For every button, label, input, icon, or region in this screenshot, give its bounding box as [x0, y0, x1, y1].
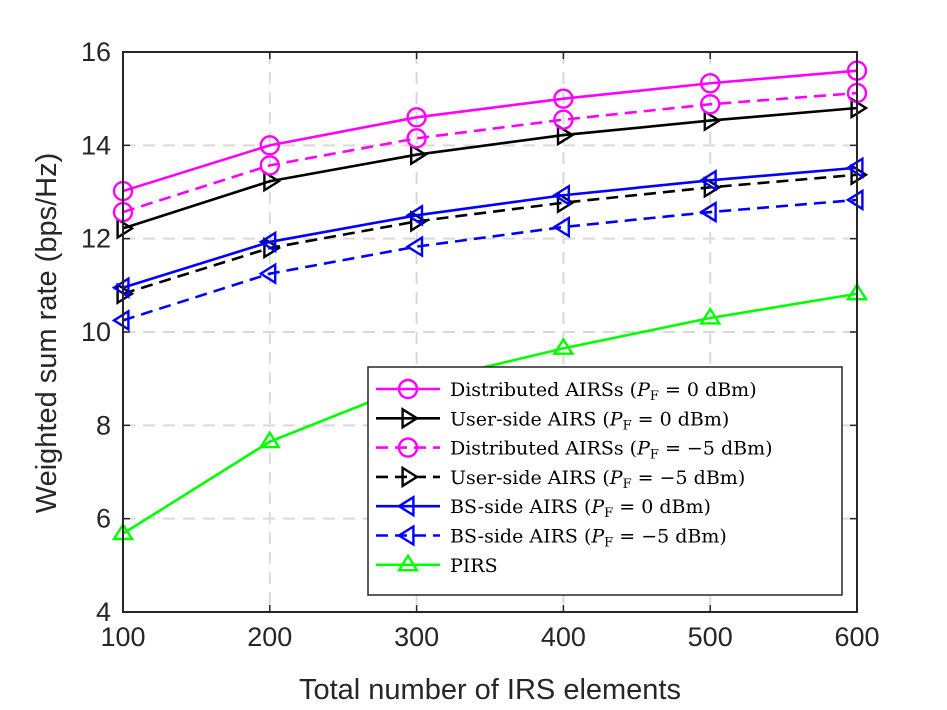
plot-area [111, 60, 869, 541]
data-point [698, 169, 717, 192]
legend-label: BS-side AIRS (PF = −5 dBm) [450, 526, 727, 551]
x-tick-label: 400 [541, 622, 586, 652]
x-tick-label: 100 [100, 622, 145, 652]
legend-entry: Distributed AIRSs (PF = 0 dBm) [376, 378, 757, 404]
legend-swatch-marker [401, 407, 420, 430]
data-point [556, 123, 575, 147]
series-1 [112, 60, 868, 202]
legend-swatch-marker [397, 437, 419, 458]
data-point [699, 306, 722, 325]
series-line [122, 106, 858, 230]
legend-label: BS-side AIRS (PF = 0 dBm) [450, 496, 711, 521]
data-point [845, 156, 864, 179]
series-2 [116, 96, 869, 240]
data-point [111, 276, 130, 299]
y-tick-label: 10 [81, 317, 111, 347]
legend-swatch-marker [396, 553, 420, 572]
data-point [553, 109, 574, 130]
y-tick-label: 6 [96, 504, 111, 534]
data-point [258, 262, 277, 285]
legend-box [367, 366, 843, 596]
data-point [258, 430, 281, 449]
data-point [700, 94, 721, 115]
data-point [552, 215, 570, 239]
data-point [698, 200, 717, 224]
legend-entry: BS-side AIRS (PF = 0 dBm) [376, 495, 711, 521]
series-6 [111, 188, 864, 332]
data-point [845, 188, 864, 212]
legend-swatch-marker [397, 378, 419, 400]
x-tick-label: 300 [394, 622, 439, 652]
data-point [703, 109, 722, 132]
y-tick-label: 16 [81, 37, 111, 67]
data-point [263, 170, 282, 193]
legend-label: User-side AIRS (PF = −5 dBm) [450, 467, 745, 492]
data-point [405, 204, 424, 227]
series-line [122, 292, 858, 535]
data-point [258, 230, 277, 254]
series-4 [116, 163, 869, 305]
data-point [700, 73, 721, 94]
legend-label: User-side AIRS (PF = 0 dBm) [450, 408, 729, 433]
legend-swatch-marker [396, 495, 415, 518]
y-tick-label: 4 [96, 597, 111, 627]
data-point [259, 155, 280, 176]
legend-label: Distributed AIRSs (PF = −5 dBm) [450, 438, 773, 463]
data-point [405, 235, 424, 258]
x-tick-label: 200 [247, 622, 292, 652]
series-line [122, 166, 858, 289]
series-line [122, 69, 858, 193]
legend-swatch-marker [396, 524, 415, 547]
data-point [259, 135, 280, 156]
data-point [111, 309, 130, 332]
y-axis-title: Weighted sum rate (bps/Hz) [31, 153, 63, 514]
data-point [850, 96, 869, 120]
legend-entry: BS-side AIRS (PF = −5 dBm) [376, 524, 727, 551]
legend-entry: PIRS [376, 553, 498, 577]
legend-entry: User-side AIRS (PF = 0 dBm) [376, 407, 729, 433]
axes: 100 200 300 400 500 600 4 6 8 10 12 14 16 [81, 37, 880, 652]
data-point [410, 143, 428, 166]
data-point [556, 191, 575, 214]
y-tick-label: 12 [81, 224, 111, 254]
data-point [553, 88, 574, 109]
data-point [552, 184, 570, 207]
legend-swatch-marker [401, 465, 420, 489]
y-tick-label: 14 [81, 130, 111, 160]
legend-label: Distributed AIRSs (PF = 0 dBm) [450, 379, 757, 404]
data-point [406, 107, 427, 128]
data-point [116, 217, 135, 240]
legend: Distributed AIRSs (PF = 0 dBm) User-side … [367, 366, 843, 596]
data-point [406, 128, 427, 149]
data-point [703, 176, 722, 199]
legend-label: PIRS [450, 555, 498, 577]
legend-entry: User-side AIRS (PF = −5 dBm) [376, 465, 745, 492]
y-tick-label: 8 [96, 410, 111, 440]
data-point [410, 210, 428, 233]
x-axis-title: Total number of IRS elements [299, 674, 681, 706]
x-tick-label: 600 [834, 622, 879, 652]
data-point [263, 236, 282, 260]
data-point [116, 282, 135, 305]
legend-entry: Distributed AIRSs (PF = −5 dBm) [376, 437, 773, 463]
x-tick-label: 500 [688, 622, 733, 652]
series-5 [111, 156, 864, 299]
data-point [552, 337, 575, 355]
data-point [850, 163, 869, 186]
